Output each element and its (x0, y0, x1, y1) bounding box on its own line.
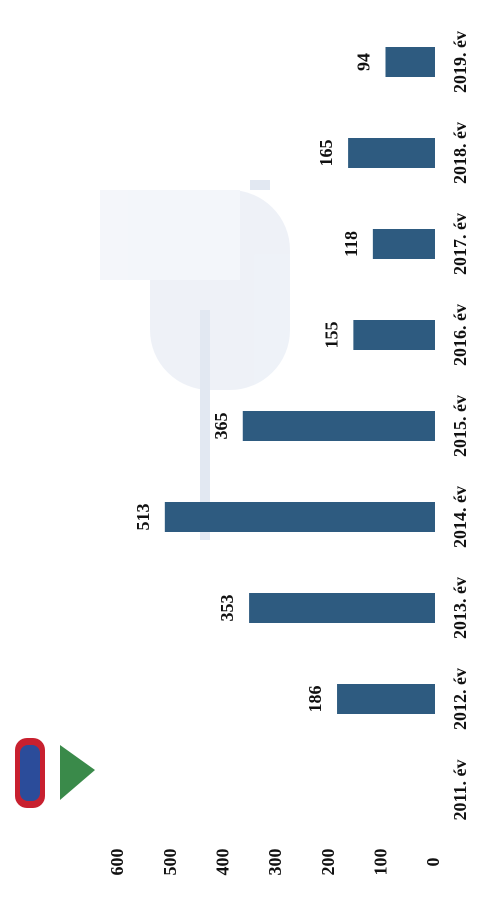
x-tick-label: 2016. év (450, 304, 470, 366)
bar (348, 138, 435, 168)
y-tick-label: 0 (423, 858, 443, 867)
y-tick-label: 400 (212, 849, 232, 876)
data-label: 94 (354, 53, 374, 71)
data-label: 365 (211, 413, 231, 440)
bar (353, 320, 435, 350)
x-tick-label: 2015. év (450, 395, 470, 457)
bar (337, 684, 435, 714)
data-label: 155 (321, 322, 341, 349)
data-label: 353 (217, 595, 237, 622)
data-label: 513 (133, 504, 153, 531)
x-tick-label: 2014. év (450, 486, 470, 548)
x-tick-label: 2012. év (450, 668, 470, 730)
bar (385, 47, 435, 77)
x-tick-label: 2013. év (450, 577, 470, 639)
data-label: 118 (341, 231, 361, 257)
y-tick-label: 600 (107, 849, 127, 876)
background-illustration (100, 180, 290, 540)
bar (372, 229, 435, 259)
x-tick-label: 2017. év (450, 213, 470, 275)
x-tick-label: 2019. év (450, 31, 470, 93)
x-tick-label: 2011. év (450, 760, 470, 821)
y-tick-label: 300 (265, 849, 285, 876)
y-tick-label: 200 (318, 849, 338, 876)
bar (164, 502, 435, 532)
x-tick-label: 2018. év (450, 122, 470, 184)
bar (249, 593, 435, 623)
data-label: 165 (316, 140, 336, 167)
logo (15, 738, 95, 808)
y-tick-label: 500 (160, 849, 180, 876)
y-tick-label: 100 (370, 849, 390, 876)
data-label: 186 (305, 686, 325, 713)
bar (242, 411, 435, 441)
